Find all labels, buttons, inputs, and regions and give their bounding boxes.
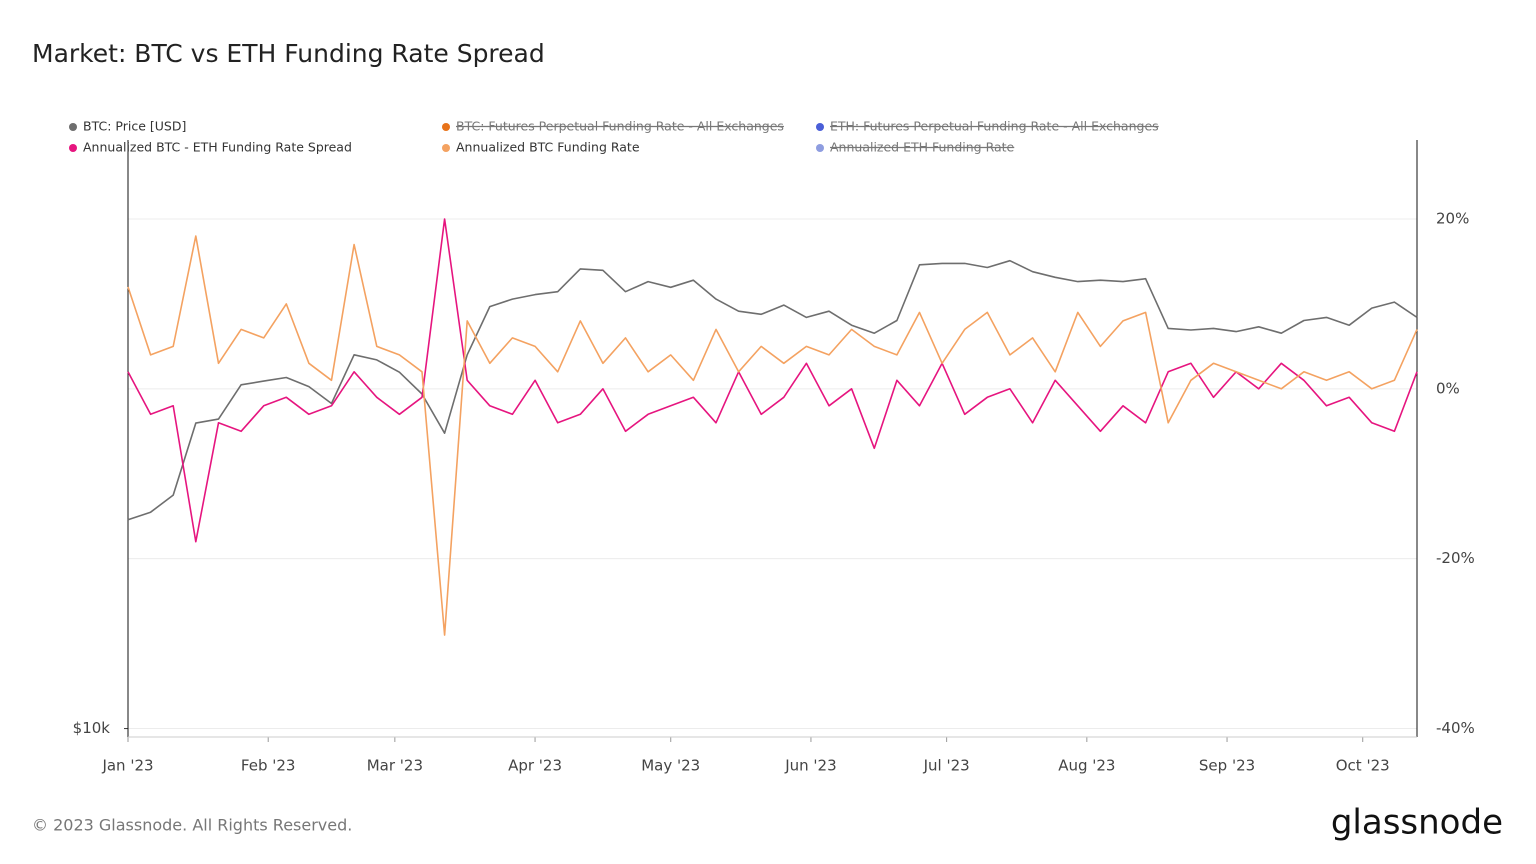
chart-title: Market: BTC vs ETH Funding Rate Spread xyxy=(32,39,545,68)
legend-label[interactable]: BTC: Price [USD] xyxy=(83,119,186,134)
x-tick-label: Jun '23 xyxy=(784,757,836,775)
y2-tick-label: 20% xyxy=(1436,209,1469,227)
y2-tick-label: 0% xyxy=(1436,379,1460,397)
legend-marker xyxy=(442,144,450,152)
legend-label[interactable]: ETH: Futures Perpetual Funding Rate - Al… xyxy=(830,119,1159,134)
x-tick-label: Aug '23 xyxy=(1058,757,1115,775)
x-tick-label: Jan '23 xyxy=(101,757,153,775)
legend-marker xyxy=(69,123,77,131)
x-tick-label: Oct '23 xyxy=(1336,757,1390,775)
legend-marker xyxy=(69,144,77,152)
legend-label[interactable]: Annualized BTC Funding Rate xyxy=(456,140,640,155)
y-tick-label: $10k xyxy=(73,719,111,737)
series-line xyxy=(127,235,1418,636)
legend-label[interactable]: BTC: Futures Perpetual Funding Rate - Al… xyxy=(456,119,784,134)
series-line xyxy=(127,218,1418,543)
x-tick-label: May '23 xyxy=(641,757,700,775)
footer: © 2023 Glassnode. All Rights Reserved. xyxy=(32,816,352,835)
legend-marker xyxy=(816,144,824,152)
brand-logo: glassnode xyxy=(1331,803,1503,843)
x-tick-label: Sep '23 xyxy=(1199,757,1255,775)
y2-tick-label: -40% xyxy=(1436,719,1475,737)
legend-label[interactable]: Annualized BTC - ETH Funding Rate Spread xyxy=(83,140,352,155)
y2-tick-label: -20% xyxy=(1436,549,1475,567)
x-tick-label: Feb '23 xyxy=(241,757,296,775)
series-line xyxy=(127,259,1418,521)
x-tick-label: Jul '23 xyxy=(923,757,970,775)
x-tick-label: Apr '23 xyxy=(508,757,562,775)
legend-marker xyxy=(816,123,824,131)
legend-label[interactable]: Annualized ETH Funding Rate xyxy=(830,140,1015,155)
x-tick-label: Mar '23 xyxy=(367,757,423,775)
legend-marker xyxy=(442,123,450,131)
